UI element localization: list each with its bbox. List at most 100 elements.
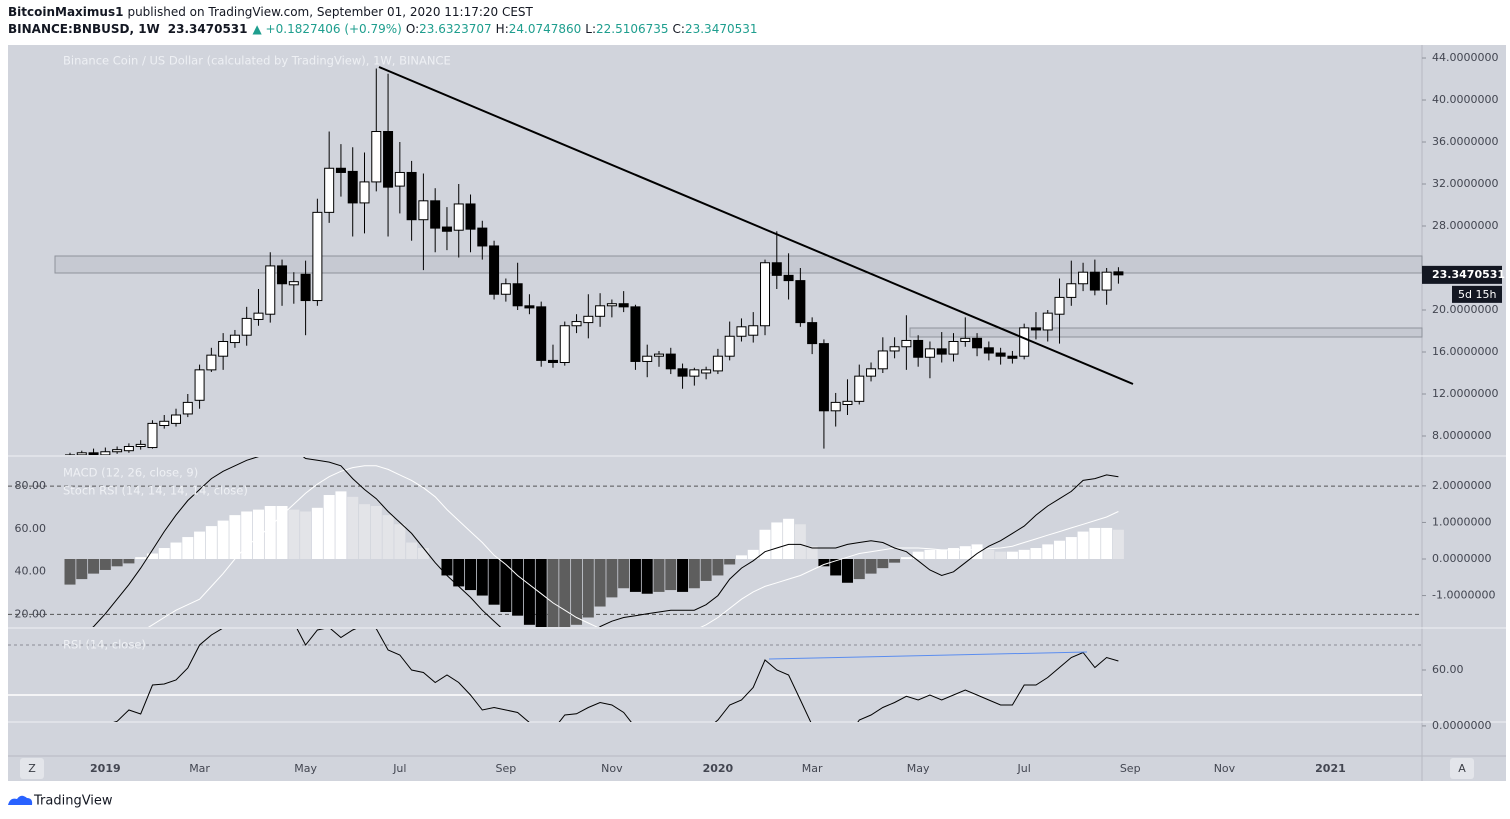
ohlc-label: L: [585, 22, 596, 36]
candle-body [689, 369, 700, 377]
histogram-bar [76, 559, 88, 580]
candle-body [807, 322, 818, 345]
histogram-bar [441, 559, 453, 576]
auto-scale-label[interactable]: A [1458, 762, 1466, 775]
ohlc-label: H: [496, 22, 509, 36]
candle-body [1101, 271, 1112, 291]
histogram-bar [547, 559, 559, 627]
y-tick-label: 32.0000000 [1432, 177, 1498, 190]
histogram-bar [99, 559, 111, 570]
histogram-bar [535, 559, 547, 627]
symbol-line: BINANCE:BNBUSD, 1W 23.3470531 ▲ +0.1827406… [8, 22, 758, 36]
macd-line [92, 457, 1119, 627]
candle-body [948, 341, 959, 355]
candle-body [383, 131, 394, 188]
candle-body [430, 200, 441, 229]
candle-body [123, 445, 134, 452]
histogram-bar [382, 515, 394, 559]
candle-body [324, 167, 335, 213]
histogram-bar [288, 509, 300, 559]
header-line: BitcoinMaximus1 published on TradingView.… [8, 5, 534, 19]
price: 23.3470531 [168, 22, 248, 36]
histogram-bar [653, 559, 665, 592]
brand-name: TradingView [33, 794, 113, 809]
x-tick-label: Jul [1017, 762, 1031, 775]
candle-body [630, 306, 641, 362]
candle-body [88, 452, 99, 455]
y-tick-label: 60.00 [15, 522, 47, 535]
histogram-bar [559, 559, 571, 627]
histogram-bar [335, 491, 347, 559]
indicator-title: Stoch RSI (14, 14, 14, 14, close) [63, 484, 248, 498]
histogram-bar [971, 544, 983, 559]
histogram-bar [276, 505, 288, 559]
y-tick-label: 44.0000000 [1432, 51, 1498, 64]
histogram-bar [948, 548, 959, 559]
candle-body [147, 422, 158, 449]
histogram-bar [241, 511, 253, 559]
candle-body [559, 325, 570, 364]
y-tick-label: 60.00 [1432, 663, 1464, 676]
candle-body [547, 359, 558, 364]
candle-body [1042, 312, 1053, 331]
auto-scale-button[interactable] [1450, 758, 1474, 779]
histogram-bar [629, 559, 641, 592]
candle-body [206, 354, 217, 371]
candle-body [1113, 271, 1124, 276]
y-tick-label: 36.0000000 [1432, 135, 1498, 148]
histogram-bar [995, 551, 1007, 559]
histogram-bar [323, 495, 335, 559]
x-tick-label: May [907, 762, 930, 775]
histogram-bar [1030, 548, 1042, 559]
candle-body [654, 353, 664, 357]
candle-body [983, 347, 994, 354]
brand-logo [8, 795, 33, 805]
y-tick-label: 40.00 [15, 565, 47, 578]
candle-body [241, 317, 252, 336]
rsi-line [113, 629, 1119, 722]
candle-body [194, 369, 205, 401]
zoom-button-label[interactable]: Z [28, 762, 36, 775]
histogram-bar [88, 559, 100, 574]
histogram-bar [983, 549, 995, 559]
x-tick-label: 2021 [1315, 762, 1346, 775]
candle-body [1078, 271, 1089, 285]
histogram-bar [311, 507, 323, 559]
histogram-bar [512, 559, 524, 616]
histogram-bar [806, 546, 818, 559]
candle-body [489, 245, 500, 295]
histogram-bar [735, 555, 747, 559]
histogram-bar [1006, 551, 1018, 559]
candle-body [277, 265, 288, 285]
candle-body [972, 337, 983, 349]
candle-body [1030, 327, 1041, 331]
histogram-bar [1077, 531, 1089, 559]
candle-body [889, 346, 900, 352]
histogram-bar [359, 504, 370, 559]
y-tick-label: 80.00 [15, 479, 47, 492]
plot-area: 2019 Mar May Jul Sep Nov 2020 Mar May Jul Sep Nov 20… [8, 51, 1505, 775]
histogram-bar [135, 557, 147, 559]
symbol: BINANCE:BNBUSD, 1W [8, 22, 160, 36]
candle-body [1054, 296, 1065, 315]
histogram-bar [700, 559, 712, 581]
histogram-bar [759, 529, 771, 559]
histogram-bar [182, 537, 194, 559]
trend-line [378, 66, 1134, 385]
candle-body [1089, 271, 1100, 291]
histogram-bar [500, 559, 512, 613]
candle-body [65, 454, 75, 455]
x-tick-label: 2019 [90, 762, 121, 775]
histogram-bar [1089, 527, 1101, 559]
countdown-label: 5d 15h [1458, 288, 1496, 301]
candle-body [347, 170, 358, 204]
indicator-title: MACD (12, 26, close, 9) [63, 466, 198, 480]
y-tick-label: 2.0000000 [1432, 479, 1492, 492]
candle-body [571, 321, 582, 327]
chart-background [8, 45, 1506, 781]
resistance-zone [54, 255, 1423, 274]
zoom-button[interactable] [20, 758, 44, 779]
candle-body [371, 131, 382, 183]
candle-body [76, 452, 87, 455]
histogram-bar [618, 559, 630, 589]
